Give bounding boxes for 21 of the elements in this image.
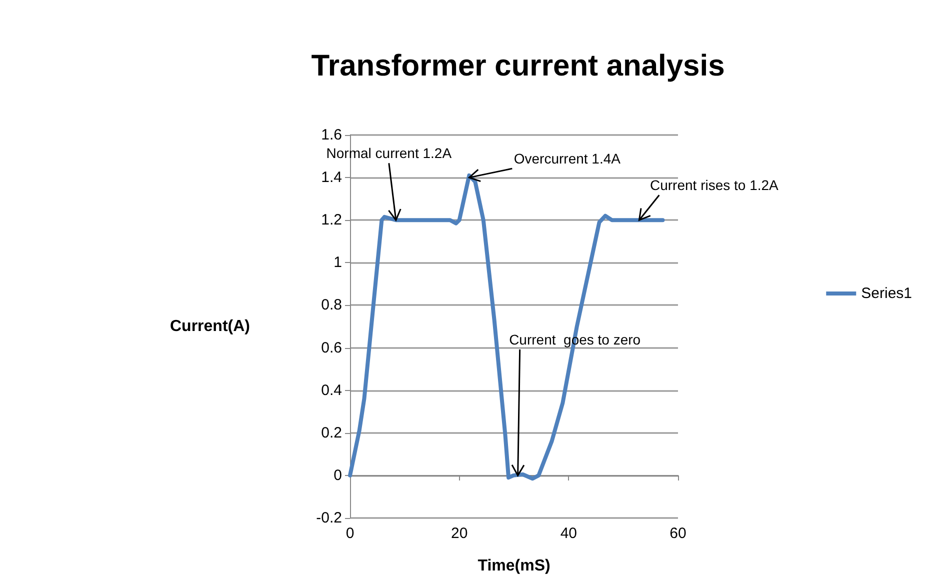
x-tick-label: 0 xyxy=(346,525,354,542)
y-tick-label: 1.6 xyxy=(321,126,342,144)
y-tick-label: 1.2 xyxy=(321,212,342,229)
y-tick-label: 0.2 xyxy=(321,424,342,442)
y-tick-label: 1 xyxy=(334,254,342,272)
x-axis-title: Time(mS) xyxy=(478,558,550,574)
x-tick-label: 20 xyxy=(450,525,468,542)
y-tick-label: 1.4 xyxy=(321,169,342,186)
annotation: Current rises to 1.2A xyxy=(650,177,780,194)
y-tick-label: -0.2 xyxy=(316,510,342,526)
y-tick-label: 0.6 xyxy=(321,339,342,356)
y-tick-label: 0.4 xyxy=(321,382,342,399)
x-tick-label: 60 xyxy=(670,525,686,542)
y-tick-label: 0 xyxy=(334,466,342,484)
y-axis-title: Current(A) xyxy=(170,318,250,335)
chart-title: Transformer current analysis xyxy=(311,50,725,82)
x-tick-label: 40 xyxy=(560,525,578,542)
annotation: Normal current 1.2A xyxy=(326,145,452,162)
legend-label: Series1 xyxy=(861,285,912,302)
annotation: Overcurrent 1.4A xyxy=(514,150,622,167)
y-tick-label: 0.8 xyxy=(321,296,342,314)
